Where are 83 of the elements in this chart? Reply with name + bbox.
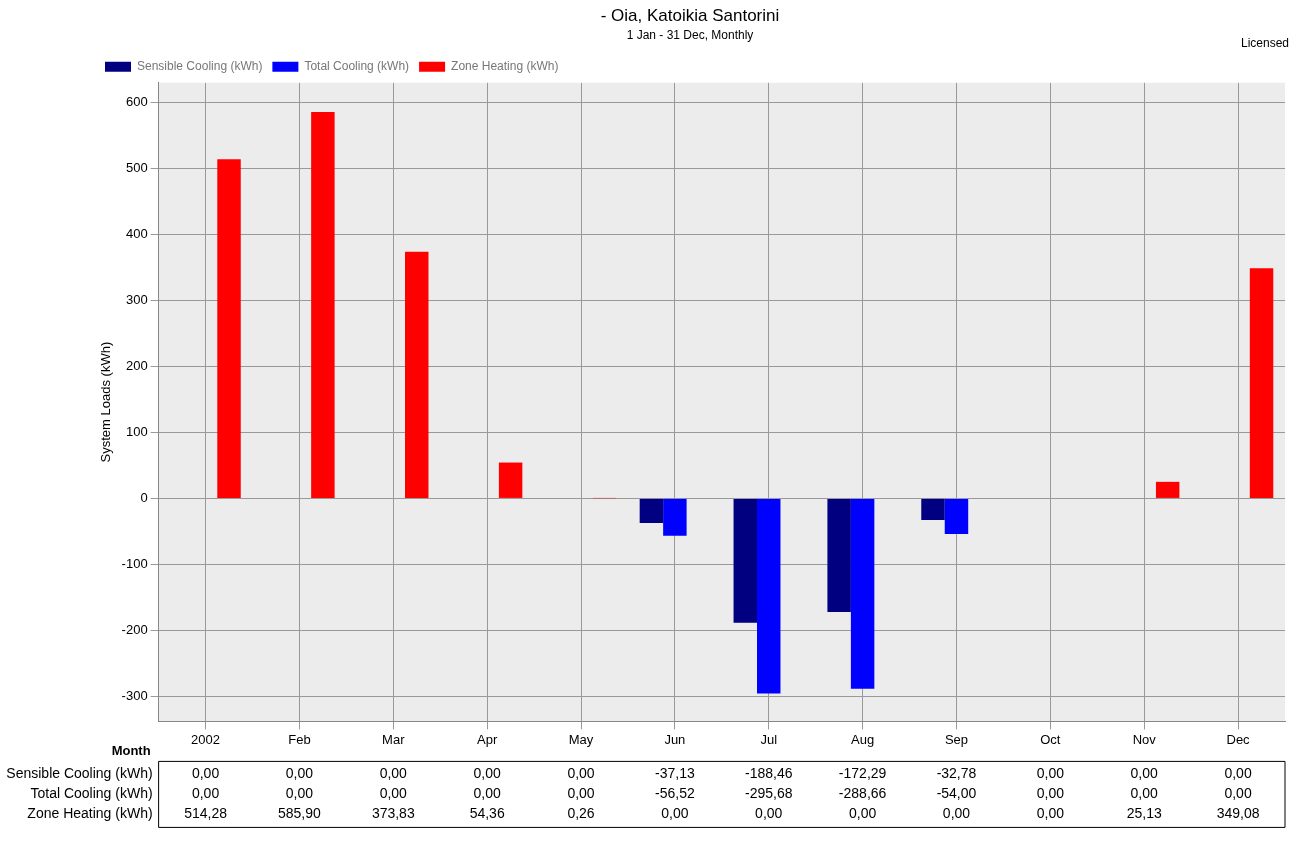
- bar: [1155, 481, 1180, 498]
- data-label: 0,00: [755, 805, 783, 822]
- data-label: 514,28: [184, 805, 228, 822]
- data-label: 0,00: [1036, 785, 1065, 802]
- y-tick-label: -300: [121, 687, 148, 703]
- data-label: 0,00: [285, 785, 314, 802]
- data-label: 25,13: [1126, 805, 1162, 822]
- y-tick-label: 200: [125, 358, 148, 374]
- bar: [217, 159, 241, 498]
- data-label: 0,00: [285, 765, 314, 782]
- data-label: 0,00: [191, 785, 220, 802]
- bar: [733, 498, 758, 623]
- text: Zone Heating (kWh): [27, 805, 153, 822]
- data-label: -56,52: [655, 785, 695, 802]
- y-tick-label: -100: [121, 555, 148, 571]
- data-label: 0,00: [379, 785, 408, 802]
- data-label: -288,66: [838, 785, 887, 802]
- bar: [498, 462, 523, 498]
- data-label: -37,13: [655, 765, 695, 782]
- x-tick-label: Aug: [851, 731, 875, 747]
- legend-label: Zone Heating (kWh): [451, 59, 559, 74]
- data-label: 0,00: [191, 765, 220, 782]
- x-tick-label: Mar: [382, 731, 406, 747]
- data-label: 349,08: [1216, 805, 1260, 822]
- data-label: 0,00: [661, 805, 689, 822]
- data-label: 0,00: [1224, 785, 1252, 802]
- x-tick-label: Oct: [1040, 731, 1061, 747]
- x-axis-title: Month: [111, 742, 151, 758]
- data-label: 0,00: [1036, 765, 1065, 782]
- data-label: -172,29: [838, 765, 887, 782]
- x-tick-label: May: [568, 731, 594, 747]
- data-label: -188,46: [745, 765, 793, 782]
- data-label: 373,83: [371, 805, 415, 822]
- chart-title: - Oia, Katoikia Santorini: [600, 5, 780, 25]
- data-label: -32,78: [936, 765, 977, 782]
- bar: [1249, 268, 1274, 498]
- text: Sensible Cooling (kWh): [6, 765, 153, 782]
- data-label: 0,00: [379, 765, 408, 782]
- text: Total Cooling (kWh): [30, 785, 153, 802]
- bar: [921, 498, 945, 521]
- data-label: 585,90: [278, 805, 322, 822]
- data-label: 0,00: [1130, 785, 1159, 802]
- y-tick-label: 300: [125, 292, 148, 308]
- data-label: -295,68: [745, 785, 793, 802]
- x-tick-label: Feb: [288, 731, 311, 747]
- bar: [850, 498, 875, 689]
- data-label: 0,26: [567, 805, 595, 822]
- x-tick-label: Sep: [944, 731, 969, 747]
- y-tick-label: -200: [121, 621, 148, 637]
- y-tick-label: 100: [125, 424, 148, 440]
- bar: [639, 498, 664, 523]
- bar: [663, 498, 687, 536]
- data-label: 0,00: [567, 765, 595, 782]
- bar: [944, 498, 969, 535]
- y-tick-label: 600: [125, 94, 148, 110]
- y-tick-label: 0: [140, 490, 148, 505]
- legend-label: Total Cooling (kWh): [304, 59, 410, 74]
- y-axis-title: System Loads (kWh): [98, 341, 114, 463]
- bar: [311, 111, 335, 498]
- x-tick-label: 2002: [191, 731, 221, 747]
- data-label: 0,00: [848, 805, 877, 822]
- data-label: 0,00: [1036, 805, 1065, 822]
- data-label: 0,00: [1224, 765, 1252, 782]
- text: Licensed: [1240, 36, 1289, 50]
- x-tick-label: Jul: [760, 731, 778, 747]
- x-tick-label: Jun: [664, 731, 686, 747]
- x-tick-label: Dec: [1226, 731, 1251, 747]
- x-tick-label: Nov: [1132, 731, 1157, 747]
- bar: [827, 498, 851, 613]
- data-label: 0,00: [473, 785, 501, 802]
- bar: [405, 251, 429, 498]
- chart-subtitle: 1 Jan - 31 Dec, Monthly: [626, 27, 754, 42]
- y-tick-label: 500: [125, 160, 148, 176]
- data-label: 0,00: [473, 765, 501, 782]
- data-label: 0,00: [942, 805, 971, 822]
- bar: [757, 498, 781, 694]
- data-label: -54,00: [936, 785, 977, 802]
- data-label: 0,00: [1130, 765, 1159, 782]
- data-label: 54,36: [469, 805, 505, 822]
- data-label: 0,00: [567, 785, 595, 802]
- y-tick-label: 400: [125, 226, 148, 242]
- legend-label: Sensible Cooling (kWh): [137, 59, 263, 74]
- x-tick-label: Apr: [477, 731, 498, 747]
